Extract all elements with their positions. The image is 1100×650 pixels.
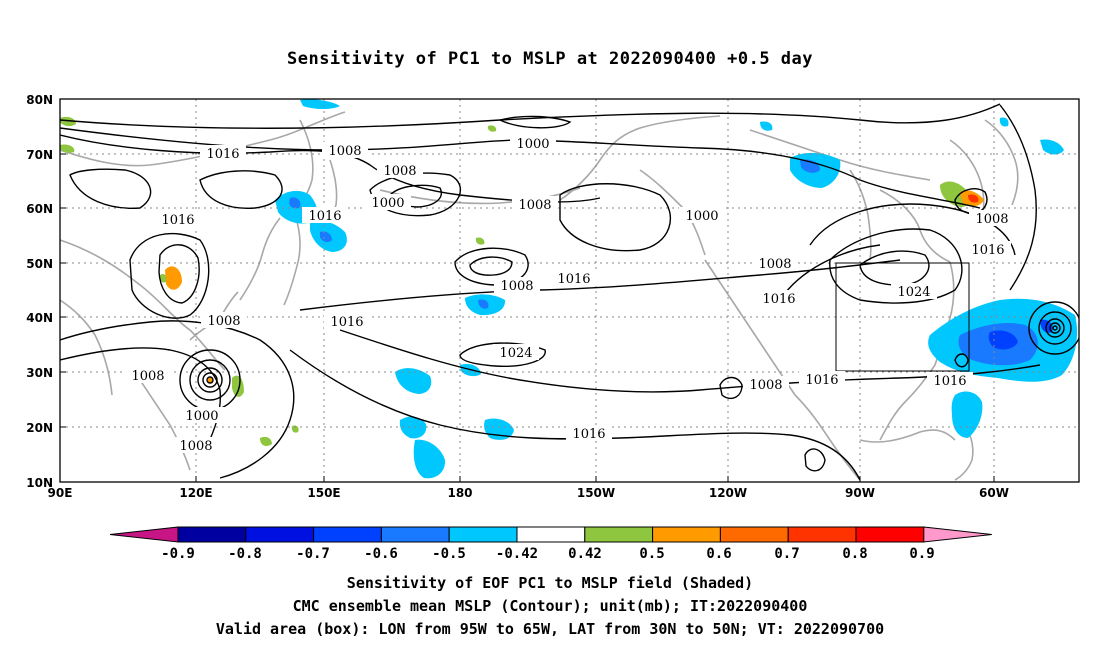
colorbar-tick-label: -0.7 — [296, 546, 330, 562]
caption-contour: CMC ensemble mean MSLP (Contour); unit(m… — [292, 597, 808, 615]
colorbar-segment — [652, 526, 721, 543]
colorbar-tick-label: -0.9 — [161, 546, 195, 562]
colorbar — [109, 526, 992, 543]
colorbar-segment — [855, 526, 925, 543]
caption-valid-area: Valid area (box): LON from 95W to 65W, L… — [215, 620, 885, 638]
map-frame — [59, 98, 1080, 483]
lon-label: 90W — [845, 486, 875, 500]
colorbar-segment — [448, 526, 518, 543]
colorbar-tick-label: 0.6 — [706, 546, 731, 562]
contour-label: 1008 — [207, 314, 240, 329]
contour-label: 1024 — [499, 346, 532, 361]
contour-label: 1000 — [685, 209, 718, 224]
contour-label: 1016 — [762, 292, 795, 307]
contour-label: 1016 — [933, 374, 966, 389]
colorbar-tick-label: 0.8 — [842, 546, 867, 562]
contour-label: 1016 — [557, 272, 590, 287]
contour-label: 1016 — [572, 427, 605, 442]
lat-label: 80N — [26, 93, 53, 107]
latitude-labels: 80N 70N 60N 50N 40N 30N 20N 10N — [26, 93, 53, 490]
colorbar-tick-label: -0.6 — [364, 546, 398, 562]
contour-label: 1008 — [328, 144, 361, 159]
contour-label: 1000 — [371, 196, 404, 211]
lat-label: 30N — [26, 366, 53, 380]
colorbar-lower-extension — [109, 526, 179, 543]
colorbar-segment — [313, 526, 382, 543]
colorbar-segment — [516, 526, 586, 543]
contour-label: 1016 — [330, 315, 363, 330]
contour-label: 1000 — [185, 409, 218, 424]
contour-label: 1008 — [518, 198, 551, 213]
sensitivity-shading — [60, 99, 1078, 479]
valid-area-box — [835, 262, 970, 372]
lon-label: 120E — [179, 486, 212, 500]
lon-label: 150W — [577, 486, 615, 500]
colorbar-segment — [787, 526, 857, 543]
contour-label: 1008 — [749, 378, 782, 393]
colorbar-tick-label: 0.9 — [909, 546, 934, 562]
colorbar-tick-label: -0.42 — [496, 546, 538, 562]
colorbar-tick-label: 0.7 — [774, 546, 799, 562]
lon-label: 120W — [709, 486, 747, 500]
longitude-labels: 90E 120E 150E 180 150W 120W 90W 60W — [48, 486, 1009, 500]
contour-label: 1008 — [383, 164, 416, 179]
lon-label: 180 — [447, 486, 472, 500]
colorbar-segment — [245, 526, 315, 543]
colorbar-tick-label: -0.8 — [228, 546, 262, 562]
contour-label: 1000 — [516, 137, 549, 152]
contour-label: 1016 — [308, 209, 341, 224]
contour-label: 1008 — [131, 369, 164, 384]
contour-label: 1024 — [897, 285, 930, 300]
tick-marks — [60, 153, 995, 482]
caption-shaded: Sensitivity of EOF PC1 to MSLP field (Sh… — [346, 574, 754, 592]
lat-label: 20N — [26, 421, 53, 435]
map-title: Sensitivity of PC1 to MSLP at 2022090400… — [286, 49, 813, 69]
colorbar-tick-label: 0.42 — [568, 546, 602, 562]
colorbar-segment — [584, 526, 654, 543]
lat-label: 70N — [26, 148, 53, 162]
contour-label: 1016 — [206, 147, 239, 162]
colorbar-labels: -0.9 -0.8 -0.7 -0.6 -0.5 -0.42 0.42 0.5 … — [161, 546, 935, 562]
lat-label: 50N — [26, 257, 53, 271]
contour-label: 1016 — [971, 243, 1004, 258]
colorbar-tick-label: -0.5 — [432, 546, 466, 562]
lon-label: 150E — [307, 486, 340, 500]
lat-label: 60N — [26, 202, 53, 216]
colorbar-segment — [177, 526, 247, 543]
contour-labels: 1016 1008 1000 1008 1000 1008 1016 1000 — [125, 135, 1015, 454]
contour-label: 1016 — [805, 373, 838, 388]
contour-label: 1008 — [758, 257, 791, 272]
colorbar-upper-extension — [923, 526, 992, 543]
contour-label: 1008 — [975, 212, 1008, 227]
lat-label: 10N — [26, 476, 53, 490]
colorbar-segment — [719, 526, 789, 543]
colorbar-segment — [380, 526, 450, 543]
contour-label: 1008 — [179, 439, 212, 454]
contour-label: 1008 — [500, 279, 533, 294]
colorbar-tick-label: 0.5 — [639, 546, 664, 562]
lon-label: 60W — [979, 486, 1009, 500]
lon-label: 90E — [48, 486, 73, 500]
lat-label: 40N — [26, 311, 53, 325]
contour-label: 1016 — [161, 213, 194, 228]
